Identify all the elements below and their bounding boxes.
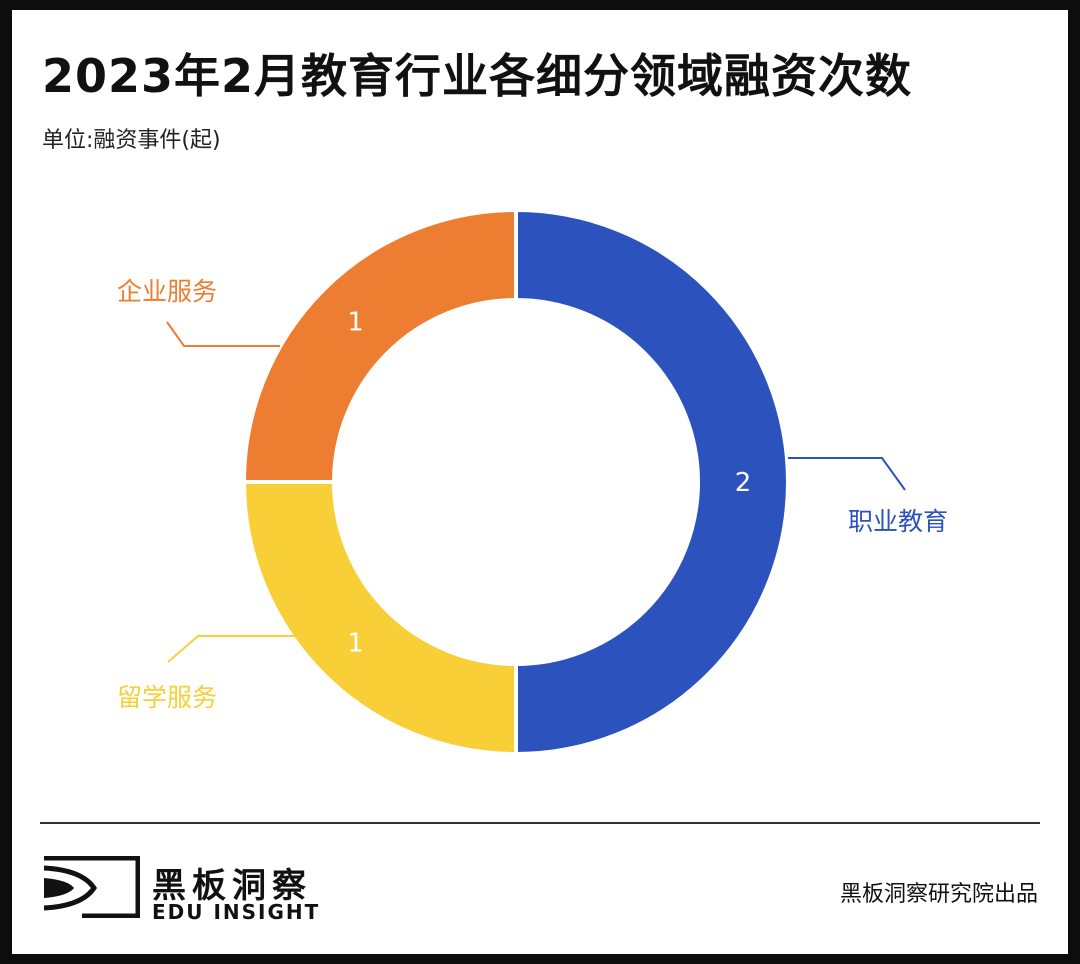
slice-value-label: 2 — [735, 468, 752, 498]
leader-line — [788, 457, 906, 491]
slice-category-label: 留学服务 — [117, 683, 217, 712]
slice-value-label: 1 — [347, 629, 364, 659]
donut-slice-2 — [241, 480, 518, 757]
slice-value-label: 1 — [347, 307, 364, 337]
footer-divider — [40, 822, 1040, 824]
leader-line — [166, 321, 280, 347]
slice-category-label: 职业教育 — [848, 507, 948, 536]
chart-title: 2023年2月教育行业各细分领域融资次数 — [42, 49, 913, 103]
donut-slice-3 — [241, 207, 518, 484]
donut-slice-1 — [514, 207, 790, 757]
chart-unit-label: 单位:融资事件(起) — [42, 128, 221, 153]
donut-chart: 2 职业教育 1 留学服务 1 企业服务 — [117, 207, 948, 757]
credit-text: 黑板洞察研究院出品 — [839, 882, 1038, 907]
chart-card: 2023年2月教育行业各细分领域融资次数 单位:融资事件(起) 2 职业教育 1 留学… — [12, 10, 1068, 954]
leader-line — [167, 635, 300, 663]
slice-category-label: 企业服务 — [117, 277, 217, 306]
eye-logo-icon — [43, 856, 140, 918]
brand-name-cn: 黑板洞察 — [152, 866, 312, 906]
brand-name-en: EDU INSIGHT — [152, 900, 321, 924]
